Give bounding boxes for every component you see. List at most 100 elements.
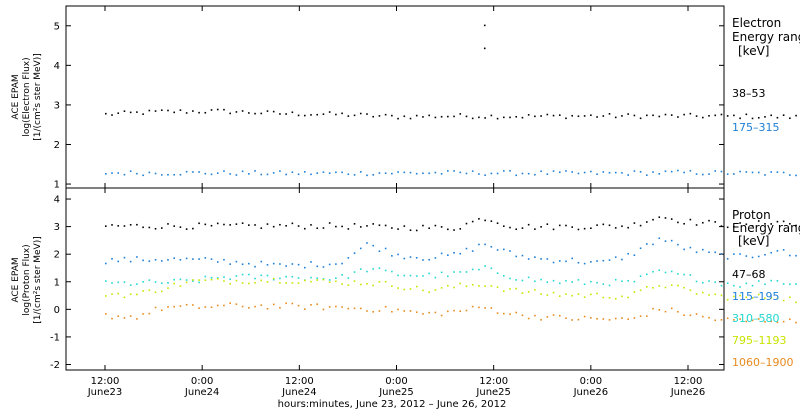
data-point — [185, 303, 188, 306]
data-point — [136, 172, 138, 175]
data-point — [297, 304, 300, 307]
data-point — [621, 115, 623, 117]
data-point — [757, 293, 760, 296]
data-point — [471, 283, 474, 286]
data-point — [260, 227, 263, 229]
data-point — [378, 267, 381, 270]
data-point — [602, 259, 605, 262]
data-point — [428, 114, 430, 117]
data-point — [210, 306, 213, 309]
data-point — [148, 279, 151, 281]
data-point — [552, 279, 555, 282]
data-point — [459, 282, 462, 285]
data-point — [279, 277, 281, 280]
data-point — [223, 170, 225, 172]
data-point — [341, 112, 343, 115]
data-point — [372, 244, 375, 247]
data-point — [782, 320, 785, 323]
data-point — [502, 274, 505, 277]
data-point — [359, 307, 362, 310]
data-point — [204, 223, 207, 226]
data-point — [434, 257, 437, 259]
data-point — [142, 313, 144, 315]
data-point — [366, 242, 368, 244]
data-point — [210, 173, 213, 176]
data-point — [403, 171, 406, 174]
data-point — [185, 257, 188, 260]
data-point — [260, 260, 263, 263]
data-point — [384, 305, 387, 308]
series-38–53 — [105, 24, 797, 120]
data-point — [310, 261, 312, 263]
data-point — [534, 173, 536, 176]
y-tick-label: 4 — [54, 195, 60, 206]
electron-legend-title-2: Energy range — [732, 30, 800, 44]
data-point — [689, 218, 692, 221]
electron-panel: 1 2 3 4 5 ACE EPAM log(Electron Flux) [1/(cm… — [11, 5, 800, 191]
data-point — [565, 170, 567, 172]
data-point — [689, 112, 692, 115]
data-point — [303, 227, 306, 230]
data-point — [496, 117, 499, 120]
data-point — [341, 306, 343, 308]
data-point — [353, 114, 356, 117]
data-point — [353, 252, 356, 254]
data-point — [465, 309, 468, 312]
data-point — [260, 279, 263, 282]
data-point — [745, 223, 748, 226]
data-point — [223, 223, 225, 226]
data-point — [310, 224, 312, 226]
data-point — [341, 171, 343, 174]
data-point — [733, 173, 735, 175]
data-point — [776, 297, 779, 300]
data-point — [303, 279, 306, 282]
data-point — [583, 315, 586, 318]
data-point — [453, 286, 455, 289]
data-point — [160, 227, 163, 229]
data-point — [154, 291, 157, 294]
data-point — [502, 248, 505, 251]
data-point — [409, 310, 412, 312]
data-point — [391, 227, 393, 229]
data-point — [552, 114, 555, 117]
data-point — [776, 321, 779, 324]
data-point — [366, 225, 368, 227]
data-point — [210, 109, 213, 111]
data-point — [571, 294, 573, 297]
data-point — [776, 171, 779, 173]
data-point — [160, 282, 163, 285]
data-point — [434, 289, 437, 291]
data-point — [322, 266, 325, 268]
data-point — [453, 251, 455, 254]
data-point — [459, 252, 462, 255]
x-axis-label: hours:minutes, June 23, 2012 – June 26, … — [278, 399, 507, 410]
data-point — [310, 114, 312, 116]
data-point — [167, 259, 169, 261]
data-point — [372, 223, 375, 225]
data-point — [272, 277, 275, 280]
data-point — [322, 113, 325, 115]
data-point — [621, 280, 623, 283]
data-point — [310, 173, 312, 176]
data-point — [757, 318, 760, 320]
data-point — [403, 288, 406, 291]
series-115–195 — [105, 237, 797, 269]
data-point — [664, 170, 667, 173]
data-point — [490, 267, 493, 270]
data-point — [745, 255, 748, 257]
data-point — [347, 277, 350, 279]
data-point — [272, 262, 275, 265]
data-point — [447, 310, 449, 313]
data-point — [328, 111, 331, 113]
data-point — [291, 275, 294, 278]
data-point — [241, 273, 244, 276]
data-point — [739, 117, 741, 120]
data-point — [428, 291, 430, 294]
data-point — [223, 280, 225, 282]
data-point — [316, 227, 319, 230]
data-point — [447, 170, 449, 172]
data-point — [403, 257, 406, 260]
data-point — [415, 114, 418, 117]
data-point — [241, 222, 244, 224]
